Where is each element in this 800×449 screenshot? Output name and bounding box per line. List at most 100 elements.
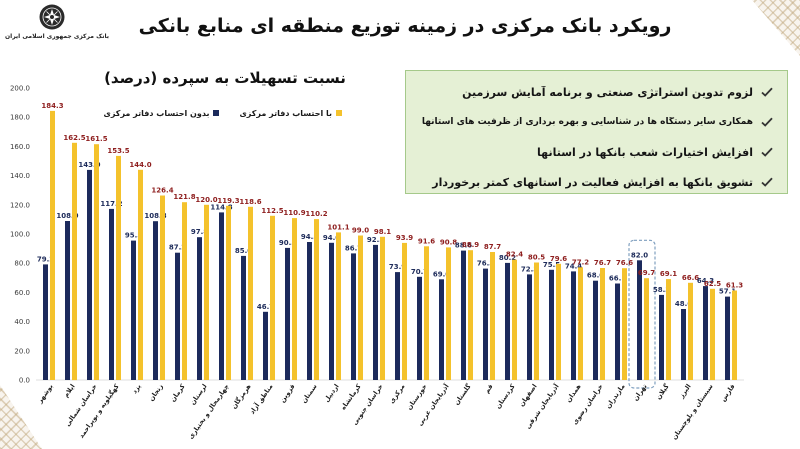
- note-item: لزوم تدوین استراتژی صنعتی و برنامه آمایش…: [416, 77, 777, 107]
- value-label-navy-31: 57.1: [719, 288, 736, 296]
- value-label-yellow-28: 69.1: [660, 270, 677, 278]
- value-label-navy-6: 87.2: [169, 244, 186, 252]
- value-label-yellow-0: 184.3: [41, 102, 63, 110]
- bar-yellow-31: [732, 290, 737, 380]
- bar-navy-5: [153, 221, 158, 380]
- y-tick-label-3: 60.0: [14, 289, 30, 297]
- x-tick-label-28: گیلان: [654, 382, 670, 401]
- x-tick-label-9: هرمزگان: [230, 382, 253, 410]
- value-label-yellow-25: 76.7: [594, 259, 611, 267]
- value-label-navy-2: 143.9: [78, 161, 100, 169]
- x-tick-label-21: کردستان: [494, 382, 517, 410]
- bar-navy-7: [197, 237, 202, 380]
- value-label-yellow-3: 153.5: [107, 147, 129, 155]
- bar-yellow-18: [446, 247, 451, 380]
- bar-yellow-24: [578, 267, 583, 380]
- note-text: همکاری سایر دستگاه ها در شناسایی و بهره …: [421, 117, 753, 127]
- bar-navy-3: [109, 208, 114, 380]
- value-label-navy-21: 80.2: [499, 254, 516, 262]
- bar-yellow-5: [160, 195, 165, 380]
- x-tick-label-16: مرکزی: [388, 383, 407, 405]
- bar-yellow-13: [336, 232, 341, 380]
- value-label-yellow-24: 77.2: [572, 258, 589, 266]
- bar-yellow-23: [556, 263, 561, 380]
- value-label-yellow-16: 93.9: [396, 234, 413, 242]
- value-label-yellow-7: 120.0: [195, 196, 217, 204]
- value-label-yellow-13: 101.1: [327, 223, 349, 231]
- value-label-navy-5: 108.8: [144, 212, 166, 220]
- value-label-navy-0: 79.2: [37, 255, 54, 263]
- bar-navy-18: [439, 279, 444, 380]
- value-label-navy-26: 66.1: [609, 275, 626, 283]
- value-label-yellow-26: 76.6: [616, 259, 633, 267]
- bar-yellow-22: [534, 262, 539, 380]
- note-item: تشویق بانکها به افزایش فعالیت در استانها…: [416, 167, 777, 197]
- x-tick-label-19: گلستان: [452, 382, 472, 406]
- chart-title: نسبت تسهیلات به سپرده (درصد): [104, 69, 346, 87]
- y-tick-label-4: 80.0: [14, 260, 30, 268]
- legend-label-with-hq: با احتساب دفاتر مرکزی: [239, 108, 332, 118]
- x-tick-label-3: کهگیلویه و بویراحمد: [77, 382, 121, 439]
- highlight-box: [628, 239, 656, 389]
- x-tick-label-1: ایلام: [62, 383, 77, 399]
- chart-legend: با احتساب دفاتر مرکزی بدون احتساب دفاتر …: [103, 106, 342, 120]
- y-tick-label-7: 140.0: [10, 172, 30, 180]
- legend-swatch-yellow: [336, 110, 342, 116]
- value-label-navy-22: 72.3: [521, 265, 538, 273]
- bar-navy-24: [571, 271, 576, 380]
- bar-navy-6: [175, 252, 180, 380]
- bar-yellow-28: [666, 279, 671, 380]
- bar-navy-9: [241, 255, 246, 380]
- value-label-navy-29: 48.6: [675, 300, 692, 308]
- value-label-yellow-10: 112.5: [261, 207, 283, 215]
- y-tick-label-8: 160.0: [10, 143, 30, 151]
- value-label-yellow-12: 110.2: [305, 210, 327, 218]
- y-tick-label-2: 40.0: [14, 318, 30, 326]
- legend-item-without-hq: بدون احتساب دفاتر مرکزی: [103, 109, 220, 118]
- bar-yellow-15: [380, 236, 385, 380]
- bar-navy-11: [285, 247, 290, 380]
- bar-yellow-14: [358, 235, 363, 380]
- bar-yellow-10: [270, 215, 275, 381]
- y-tick-label-0: 0.0: [19, 377, 30, 385]
- value-label-navy-7: 97.8: [191, 228, 208, 236]
- bar-yellow-3: [116, 155, 121, 380]
- bar-navy-8: [219, 212, 224, 380]
- y-tick-label-10: 200.0: [10, 85, 30, 93]
- bar-yellow-7: [204, 204, 209, 380]
- value-label-yellow-27: 69.7: [638, 269, 655, 277]
- bar-navy-28: [659, 294, 664, 380]
- value-label-yellow-30: 62.5: [704, 280, 721, 288]
- value-label-navy-4: 95.5: [125, 232, 142, 240]
- value-label-navy-15: 92.5: [367, 236, 384, 244]
- x-tick-label-29: البرز: [677, 383, 693, 401]
- value-label-yellow-17: 91.6: [418, 237, 435, 245]
- x-tick-label-27: تهران: [631, 383, 648, 403]
- bar-yellow-0: [50, 110, 55, 381]
- bar-navy-21: [505, 262, 510, 380]
- value-label-navy-3: 117.2: [100, 200, 122, 208]
- value-label-navy-10: 46.7: [257, 303, 274, 311]
- value-label-yellow-6: 121.8: [173, 193, 195, 201]
- bar-yellow-16: [402, 242, 407, 380]
- value-label-navy-14: 86.7: [345, 244, 362, 252]
- central-bank-emblem-icon: [39, 4, 65, 30]
- x-tick-label-0: بوشهر: [35, 383, 54, 406]
- bar-navy-1: [65, 221, 70, 380]
- check-icon: [761, 177, 773, 187]
- bar-navy-27: [637, 260, 642, 380]
- value-label-navy-27: 82.0: [631, 251, 648, 259]
- bar-navy-26: [615, 283, 620, 380]
- bar-yellow-27: [644, 278, 649, 380]
- logo-text: بانک مرکزی جمهوری اسلامی ایران: [5, 33, 109, 40]
- value-label-yellow-4: 144.0: [129, 161, 151, 169]
- x-tick-label-4: یزد: [130, 383, 142, 396]
- bar-yellow-1: [72, 142, 77, 381]
- value-label-navy-25: 68.0: [587, 272, 604, 280]
- bar-navy-20: [483, 268, 488, 380]
- value-label-navy-20: 76.3: [477, 260, 494, 268]
- bar-navy-14: [351, 253, 356, 380]
- legend-item-with-hq: با احتساب دفاتر مرکزی: [239, 109, 342, 118]
- value-label-navy-23: 75.5: [543, 261, 560, 269]
